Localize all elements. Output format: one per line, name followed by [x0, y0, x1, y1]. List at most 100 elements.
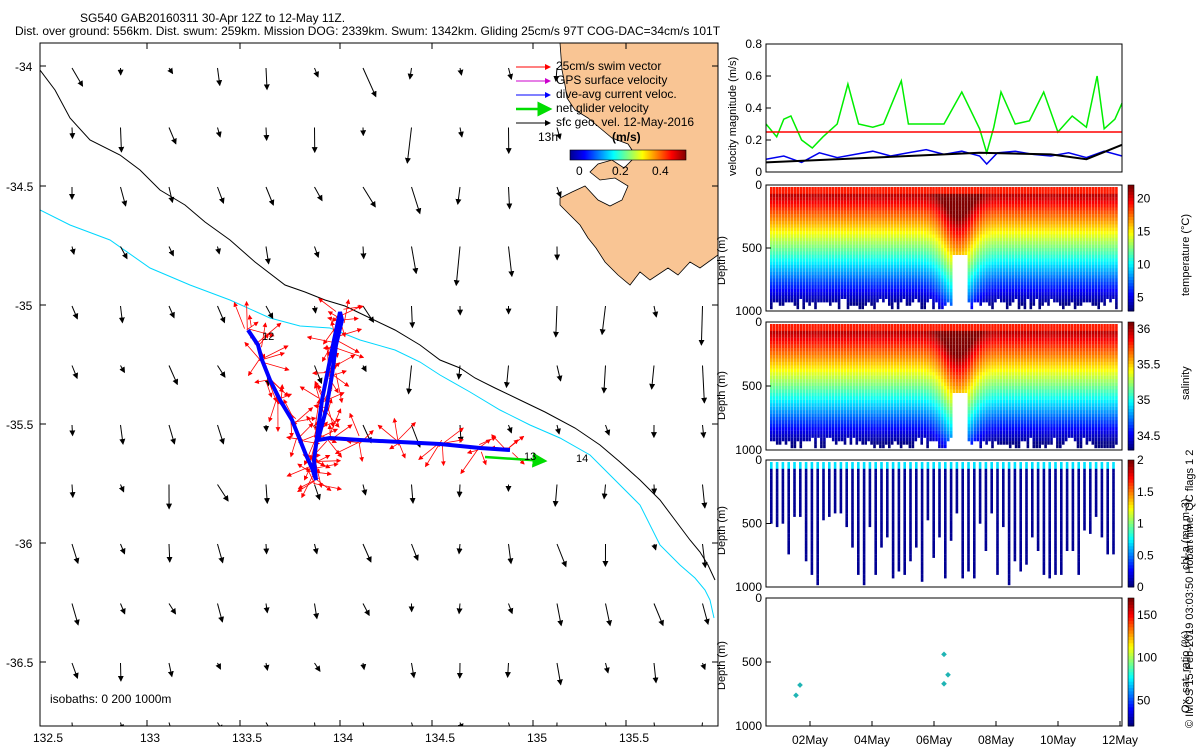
geo-vector: [168, 722, 171, 726]
geo-vector: [264, 246, 271, 265]
geo-vector: [313, 603, 320, 620]
map-xtick: 133: [140, 731, 161, 745]
geo-vector: [362, 543, 372, 563]
panel-ytick: 0.8: [745, 37, 762, 51]
colorbar-tick: 15: [1137, 224, 1151, 238]
swim-vector: [244, 300, 250, 330]
geo-vector: [71, 67, 84, 87]
geo-vector: [263, 484, 270, 505]
oxygen-point: [941, 651, 947, 658]
map-colorbar: [569, 149, 687, 161]
geo-vector: [508, 246, 515, 278]
geo-vector: [314, 186, 323, 202]
time-tick: 12May: [1102, 733, 1138, 747]
geo-vector: [456, 484, 463, 498]
geo-vector: [361, 484, 368, 496]
geo-vector: [601, 365, 608, 394]
colorbar-tick: 34.5: [1137, 429, 1161, 443]
geo-vector: [362, 67, 377, 98]
legend-label-geo: sfc geo. vel. 12-May-2016: [556, 115, 695, 129]
swim-vector: [334, 442, 359, 454]
geo-vector: [263, 662, 270, 672]
geo-vector: [506, 424, 513, 434]
swim-vector: [327, 398, 333, 411]
swim-vector: [335, 372, 344, 404]
time-label: 13h: [538, 130, 559, 144]
geo-vector: [168, 424, 176, 445]
swim-vector: [289, 437, 297, 458]
legend-label-gps: GPS surface velocity: [556, 73, 668, 87]
swim-vector: [299, 386, 319, 399]
map-axis-ticks: [39, 43, 718, 726]
geo-vector: [503, 365, 510, 389]
geo-vector: [409, 305, 416, 329]
map-ytick: -34.5: [6, 180, 34, 194]
geo-vector: [265, 305, 274, 320]
velocity-series: [765, 148, 1123, 166]
geo-vector: [453, 246, 461, 287]
map-xtick: 135.5: [619, 731, 650, 745]
geo-vector: [168, 246, 174, 257]
geo-vector: [702, 603, 710, 625]
geo-vector: [314, 484, 321, 501]
geo-vector: [119, 543, 126, 555]
panel4-ylabel: Depth (m): [716, 506, 728, 555]
geo-vector: [168, 305, 175, 319]
geo-vector: [312, 543, 319, 555]
geo-vector: [605, 603, 613, 627]
geo-vector: [404, 127, 412, 164]
geo-vector: [263, 127, 270, 142]
panel-3: 0 500 1000 34.5 35 35.5 36: [735, 315, 1160, 457]
track-marker-12: 12: [262, 331, 275, 343]
land-area: [559, 43, 718, 286]
geo-vector: [700, 662, 706, 671]
geo-vector: [167, 662, 174, 678]
track-marker-14: 14: [576, 453, 589, 465]
geo-vector: [119, 365, 125, 374]
glider-track: [233, 298, 525, 499]
time-tick: 08May: [978, 733, 1014, 747]
swim-vector: [319, 428, 339, 439]
swim-vector: [268, 380, 278, 403]
swim-vector: [256, 322, 282, 344]
geo-vector: [504, 662, 511, 679]
swim-vector: [491, 434, 507, 451]
geo-vector: [215, 246, 221, 255]
colorbar-tick: 150: [1137, 608, 1157, 622]
chart-subtitle: Dist. over ground: 556km. Dist. swum: 25…: [15, 24, 721, 38]
time-tick: 10May: [1040, 733, 1076, 747]
geo-vector: [118, 484, 125, 493]
chart-title: SG540 GAB20160311 30-Apr 12Z to 12-May 1…: [80, 11, 346, 25]
panel-5: 0 500 1000 50 100 150: [735, 591, 1157, 733]
swim-vector: [247, 314, 253, 327]
panel-2: 0 500 1000 5 10 15 20: [735, 178, 1150, 318]
swim-vector: [315, 462, 339, 469]
cbar2-label: temperature (°C): [1180, 213, 1192, 296]
isobath-1000m: [40, 69, 716, 581]
colorbar-tick: 5: [1137, 291, 1144, 305]
velocity-series: [765, 75, 1123, 156]
swim-vector: [349, 412, 360, 437]
geo-vector: [69, 484, 76, 499]
geo-vector: [71, 305, 79, 320]
copyright-note: © IMOS 15-Feb-2019 03:03:50 Hobart time.…: [1184, 449, 1196, 728]
swim-vector: [244, 341, 262, 362]
colorbar-tick-0: 0: [576, 164, 583, 178]
geo-vector: [313, 246, 320, 259]
geo-vector: [700, 424, 707, 439]
panel1-ylabel: velocity magnitude (m/s): [727, 56, 739, 176]
panel-ytick: 1000: [735, 443, 762, 457]
geo-vector: [362, 722, 365, 726]
colorbar-title: (m/s): [612, 130, 641, 144]
geo-vector: [556, 662, 563, 686]
panel-ytick: 0: [755, 453, 762, 467]
geo-vector: [217, 543, 225, 564]
geo-vector: [556, 603, 564, 627]
swim-vector: [480, 451, 487, 466]
colorbar-tick: 0.5: [1137, 548, 1154, 562]
geo-vector: [406, 365, 413, 395]
geo-vector: [556, 186, 562, 198]
colorbar-tick: 36: [1137, 322, 1151, 336]
geo-vector: [553, 67, 560, 82]
